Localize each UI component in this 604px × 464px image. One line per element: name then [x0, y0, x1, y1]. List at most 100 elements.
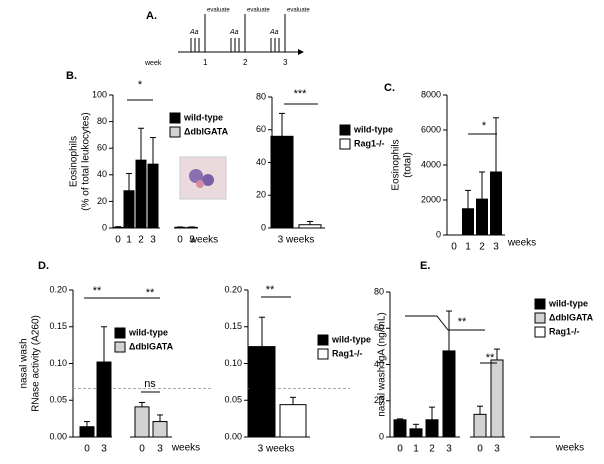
y-tick-label: 0.05	[224, 395, 242, 405]
significance-bracket	[436, 315, 449, 331]
x-tick-label: 0	[477, 444, 483, 455]
y-tick-label: 20	[256, 190, 266, 200]
y-tick-label: 40	[256, 157, 266, 167]
bar	[134, 406, 150, 438]
y-axis-label: (% of total leukocytes)	[81, 112, 92, 210]
y-tick-label: 80	[374, 286, 384, 296]
x-axis-label: weeks	[555, 443, 584, 454]
panel-label: D.	[38, 260, 49, 272]
bar	[462, 208, 474, 236]
bar	[490, 359, 504, 438]
significance-label: **	[93, 285, 102, 297]
y-tick-label: 0.15	[49, 321, 67, 331]
x-tick-label: 3 weeks	[258, 444, 295, 455]
significance-label: *	[138, 79, 143, 91]
treatment-label: Aa	[229, 29, 239, 36]
y-tick-label: 80	[256, 91, 266, 101]
y-tick-label: 0	[261, 222, 266, 232]
significance-label: **	[486, 352, 495, 364]
x-tick-label: 1	[126, 235, 132, 246]
x-tick-label: 0	[451, 242, 457, 253]
bar	[279, 404, 307, 438]
bar	[112, 226, 124, 229]
y-tick-label: 60	[256, 124, 266, 134]
y-tick-label: 0	[379, 431, 384, 441]
y-tick-label: 20	[97, 196, 107, 206]
y-tick-label: 0.20	[224, 284, 242, 294]
legend-label: ΔdblGATA	[184, 126, 229, 136]
bar	[476, 198, 488, 236]
legend-swatch	[169, 126, 181, 138]
y-axis-label: RNase activity (A260)	[31, 315, 42, 412]
micrograph	[179, 156, 227, 200]
week-number: 2	[243, 58, 248, 67]
week-number: 3	[283, 58, 288, 67]
bar	[442, 350, 456, 438]
y-axis-label: nasal wash	[19, 338, 30, 388]
bar	[298, 224, 322, 229]
x-tick-label: 0	[177, 235, 183, 246]
y-tick-label: 0.00	[224, 431, 242, 441]
legend-swatch	[114, 341, 126, 353]
x-tick-label: 2	[429, 444, 435, 455]
legend-label: wild-type	[331, 334, 371, 344]
y-tick-label: 40	[374, 359, 384, 369]
x-axis-label: weeks	[171, 443, 200, 454]
x-tick-label: 3	[150, 235, 156, 246]
legend-swatch	[339, 138, 351, 150]
bar	[123, 190, 135, 229]
evaluate-label: evaluate	[247, 8, 270, 14]
bar	[248, 346, 276, 438]
legend-swatch	[534, 312, 546, 324]
legend-label: ΔdblGATA	[129, 341, 174, 351]
y-tick-label: 40	[97, 169, 107, 179]
significance-label: ns	[144, 378, 156, 390]
y-tick-label: 0	[436, 229, 441, 239]
legend-swatch	[534, 326, 546, 338]
panel-label: B.	[66, 70, 77, 82]
panel-label: C.	[384, 82, 395, 94]
legend-label: Rag1-/-	[549, 326, 580, 336]
bar	[473, 413, 487, 438]
y-tick-label: 0	[102, 222, 107, 232]
legend-swatch	[317, 348, 329, 360]
bar	[270, 135, 294, 229]
legend-label: wild-type	[128, 327, 168, 337]
timeline-arrow	[298, 49, 304, 55]
x-tick-label: 0	[397, 444, 403, 455]
legend-swatch	[339, 124, 351, 136]
week-number: 1	[203, 58, 208, 67]
y-tick-label: 100	[92, 89, 107, 99]
y-tick-label: 8000	[421, 89, 441, 99]
legend-swatch	[114, 327, 126, 339]
y-tick-label: 0.00	[49, 431, 67, 441]
evaluate-label: evaluate	[207, 8, 230, 14]
legend-label: wild-type	[548, 298, 588, 308]
x-tick-label: 3 weeks	[278, 235, 315, 246]
evaluate-label: evaluate	[287, 8, 310, 14]
y-tick-label: 6000	[421, 124, 441, 134]
legend-swatch	[534, 298, 546, 310]
y-tick-label: 0.05	[49, 395, 67, 405]
x-tick-label: 0	[139, 444, 145, 455]
significance-label: **	[458, 316, 467, 328]
x-tick-label: 2	[138, 235, 144, 246]
significance-label: *	[482, 120, 487, 132]
significance-label: **	[146, 287, 155, 299]
x-tick-label: 3	[189, 235, 195, 246]
bar	[147, 163, 159, 229]
y-tick-label: 60	[374, 323, 384, 333]
x-tick-label: 3	[446, 444, 452, 455]
x-tick-label: 1	[465, 242, 471, 253]
bar	[490, 171, 502, 236]
timeline-marks	[190, 14, 286, 52]
legend-label: Rag1-/-	[332, 348, 363, 358]
panel-label: A.	[146, 10, 157, 22]
legend-swatch	[169, 112, 181, 124]
x-tick-label: 0	[84, 444, 90, 455]
x-tick-label: 0	[115, 235, 121, 246]
y-axis-label: Eosinophils	[391, 139, 402, 190]
x-axis-label: weeks	[189, 235, 218, 246]
y-axis-label: nasal wash IgA (ng/mL)	[377, 312, 388, 417]
y-tick-label: 60	[97, 143, 107, 153]
